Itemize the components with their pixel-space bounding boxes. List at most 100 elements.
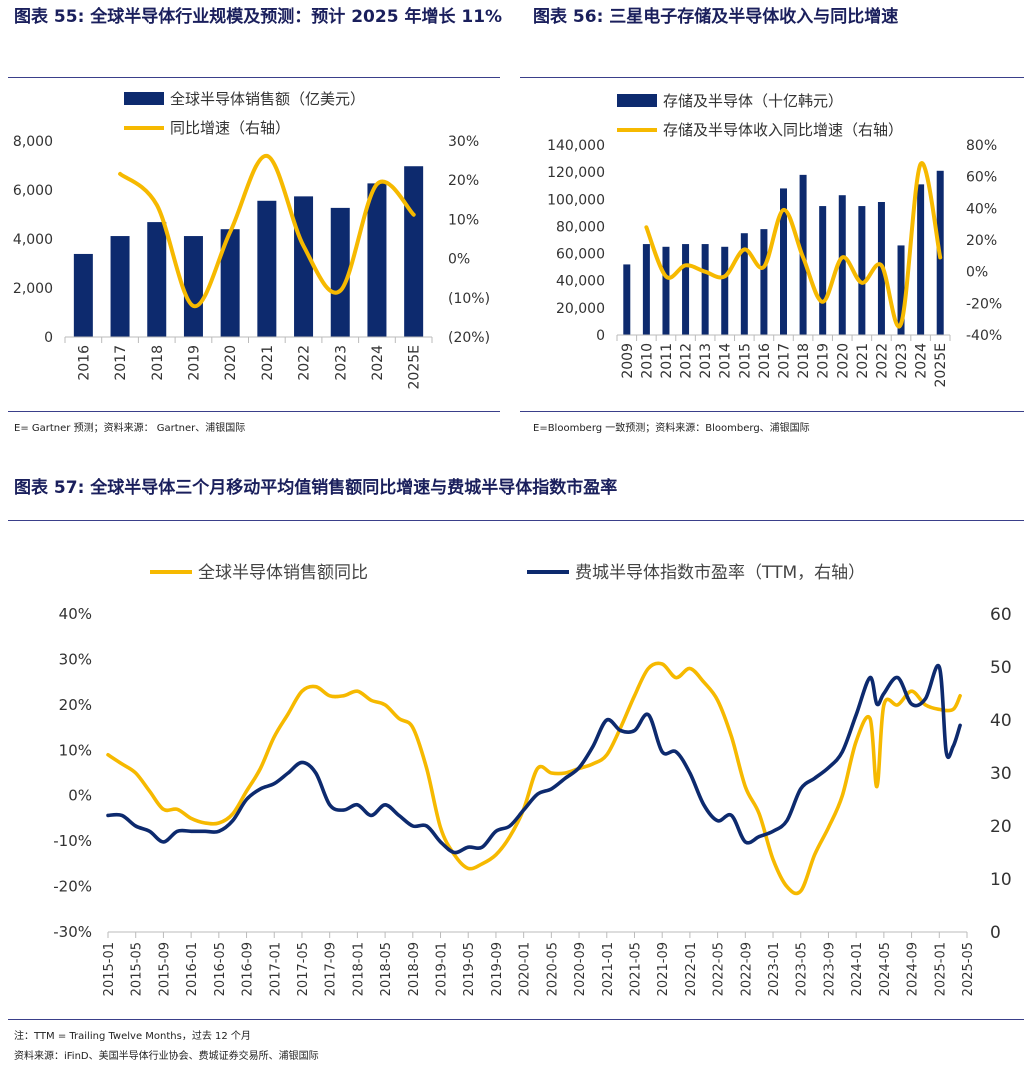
fig56-bottom-rule bbox=[520, 411, 1024, 412]
fig57-xtick: 2018-09 bbox=[407, 942, 422, 996]
fig57-xtick: 2021-09 bbox=[656, 942, 671, 996]
fig56-top-rule bbox=[520, 77, 1024, 78]
fig55-bar bbox=[220, 229, 240, 337]
fig56-xtick: 2020 bbox=[835, 343, 851, 379]
fig57-title-prefix: 图表 57: bbox=[14, 478, 85, 498]
fig56-xtick: 2010 bbox=[639, 343, 655, 379]
fig57-xtick: 2020-05 bbox=[545, 942, 560, 996]
fig55-bar bbox=[404, 166, 424, 337]
fig56-xtick: 2019 bbox=[816, 343, 832, 379]
fig56-ytick-left: 140,000 bbox=[547, 138, 605, 154]
fig56-ytick-left: 100,000 bbox=[547, 192, 605, 208]
fig57-xtick: 2017-09 bbox=[324, 942, 339, 996]
fig57-sox-pe-line bbox=[106, 663, 962, 855]
fig57-xtick: 2024-05 bbox=[878, 942, 893, 996]
fig55-ytick-left: 6,000 bbox=[13, 183, 53, 199]
fig57-bottom-rule bbox=[8, 1019, 1024, 1020]
fig57-xtick: 2023-09 bbox=[822, 942, 837, 996]
fig56-xtick: 2016 bbox=[757, 343, 773, 379]
fig57-xtick: 2020-01 bbox=[518, 942, 533, 996]
fig57-legend-gold-label: 全球半导体销售额同比 bbox=[198, 563, 368, 583]
fig57-ytick-left: 0% bbox=[68, 787, 92, 805]
fig57-ytick-right: 0 bbox=[990, 923, 1001, 943]
fig57-ytick-left: 30% bbox=[59, 650, 92, 668]
fig56-title-text: 三星电子存储及半导体收入与同比增速 bbox=[609, 7, 899, 27]
fig57-top-rule bbox=[8, 520, 1024, 521]
fig57-xtick: 2022-01 bbox=[684, 942, 699, 996]
fig57-xtick: 2015-05 bbox=[130, 942, 145, 996]
fig57-xtick: 2018-05 bbox=[379, 942, 394, 996]
fig55-bottom-rule bbox=[8, 411, 500, 412]
fig56-legend-line-label: 存储及半导体收入同比增速（右轴） bbox=[663, 121, 903, 139]
fig55-ytick-right: 30% bbox=[448, 134, 479, 150]
fig56-legend-bar-swatch bbox=[617, 94, 657, 107]
fig57-xtick: 2017-01 bbox=[268, 942, 283, 996]
fig56-ytick-left: 80,000 bbox=[556, 219, 605, 235]
fig55-xtick: 2017 bbox=[113, 345, 129, 381]
fig55-ytick-right: 20% bbox=[448, 173, 479, 189]
fig56-ytick-right: 20% bbox=[966, 233, 997, 249]
fig55-xtick: 2022 bbox=[297, 345, 313, 381]
fig55-legend-bar-label: 全球半导体销售额（亿美元） bbox=[170, 90, 365, 108]
fig57-xtick: 2015-09 bbox=[157, 942, 172, 996]
fig55-bar bbox=[110, 236, 130, 337]
fig56-xtick: 2012 bbox=[679, 343, 695, 379]
fig55-ytick-right: (10%) bbox=[448, 291, 490, 307]
fig55-ytick-right: 10% bbox=[448, 212, 479, 228]
fig56-bar bbox=[740, 233, 748, 335]
fig55-ytick-left: 8,000 bbox=[13, 134, 53, 150]
fig55-bar bbox=[147, 222, 167, 337]
fig56-note: E=Bloomberg 一致预测；资料来源：Bloomberg、浦银国际 bbox=[533, 423, 810, 434]
fig57-note-ttm: 注：TTM = Trailing Twelve Months，过去 12 个月 bbox=[14, 1031, 251, 1042]
fig56-bar bbox=[780, 188, 787, 335]
fig57-title: 图表 57: 全球半导体三个月移动平均值销售额同比增速与费城半导体指数市盈率 bbox=[14, 475, 1014, 501]
fig57-xtick: 2023-01 bbox=[767, 942, 782, 996]
fig57-xtick: 2019-05 bbox=[462, 942, 477, 996]
fig57-xtick: 2020-09 bbox=[573, 942, 588, 996]
fig57-ytick-right: 10 bbox=[990, 870, 1012, 890]
fig55-xtick: 2019 bbox=[186, 345, 202, 381]
fig56-xtick: 2018 bbox=[796, 343, 812, 379]
fig57-title-text: 全球半导体三个月移动平均值销售额同比增速与费城半导体指数市盈率 bbox=[90, 478, 618, 498]
fig56-xtick: 2015 bbox=[737, 343, 753, 379]
fig57-xtick: 2022-05 bbox=[712, 942, 727, 996]
fig55-bar bbox=[367, 183, 387, 337]
fig56-bar bbox=[897, 245, 905, 335]
fig55-xtick: 2023 bbox=[333, 345, 349, 381]
fig56-xtick: 2013 bbox=[698, 343, 714, 379]
fig56-bar bbox=[838, 195, 846, 335]
fig56-ytick-left: 0 bbox=[596, 328, 605, 344]
fig56-legend-bar-label: 存储及半导体（十亿韩元） bbox=[663, 92, 843, 110]
fig57-xtick: 2022-09 bbox=[739, 942, 754, 996]
fig56-ytick-left: 60,000 bbox=[556, 247, 605, 263]
fig55-xtick: 2021 bbox=[260, 345, 276, 381]
fig55-xtick: 2016 bbox=[76, 345, 92, 381]
fig57-xtick: 2019-01 bbox=[435, 942, 450, 996]
fig56-bar bbox=[701, 244, 709, 335]
fig57-ytick-right: 50 bbox=[990, 658, 1012, 678]
fig57-ytick-right: 40 bbox=[990, 711, 1012, 731]
fig57-xtick: 2024-09 bbox=[906, 942, 921, 996]
fig57-note-source: 资料来源：iFinD、美国半导体行业协会、费城证券交易所、浦银国际 bbox=[14, 1051, 319, 1062]
fig56-xtick: 2025E bbox=[933, 343, 949, 387]
fig56-bar bbox=[662, 246, 670, 335]
fig57-xtick: 2024-01 bbox=[850, 942, 865, 996]
fig57-ytick-left: -10% bbox=[53, 832, 92, 850]
fig56-growth-line bbox=[644, 161, 943, 329]
fig57-xtick: 2019-09 bbox=[490, 942, 505, 996]
fig56-title-prefix: 图表 56: bbox=[533, 7, 604, 27]
fig56-xtick: 2017 bbox=[777, 343, 793, 379]
fig56-bar bbox=[642, 244, 650, 335]
fig56-ytick-left: 120,000 bbox=[547, 165, 605, 181]
fig57-ytick-left: -30% bbox=[53, 923, 92, 941]
fig56-ytick-right: 80% bbox=[966, 138, 997, 154]
fig55-top-rule bbox=[8, 77, 500, 78]
fig55-ytick-left: 4,000 bbox=[13, 232, 53, 248]
fig55-bar bbox=[330, 207, 350, 337]
fig56-xtick: 2024 bbox=[914, 343, 930, 379]
fig55-ytick-left: 2,000 bbox=[13, 281, 53, 297]
fig56-xtick: 2011 bbox=[659, 343, 675, 379]
fig56-bar bbox=[623, 264, 631, 335]
fig55-title-text: 全球半导体行业规模及预测：预计 2025 年增长 11% bbox=[90, 7, 503, 27]
